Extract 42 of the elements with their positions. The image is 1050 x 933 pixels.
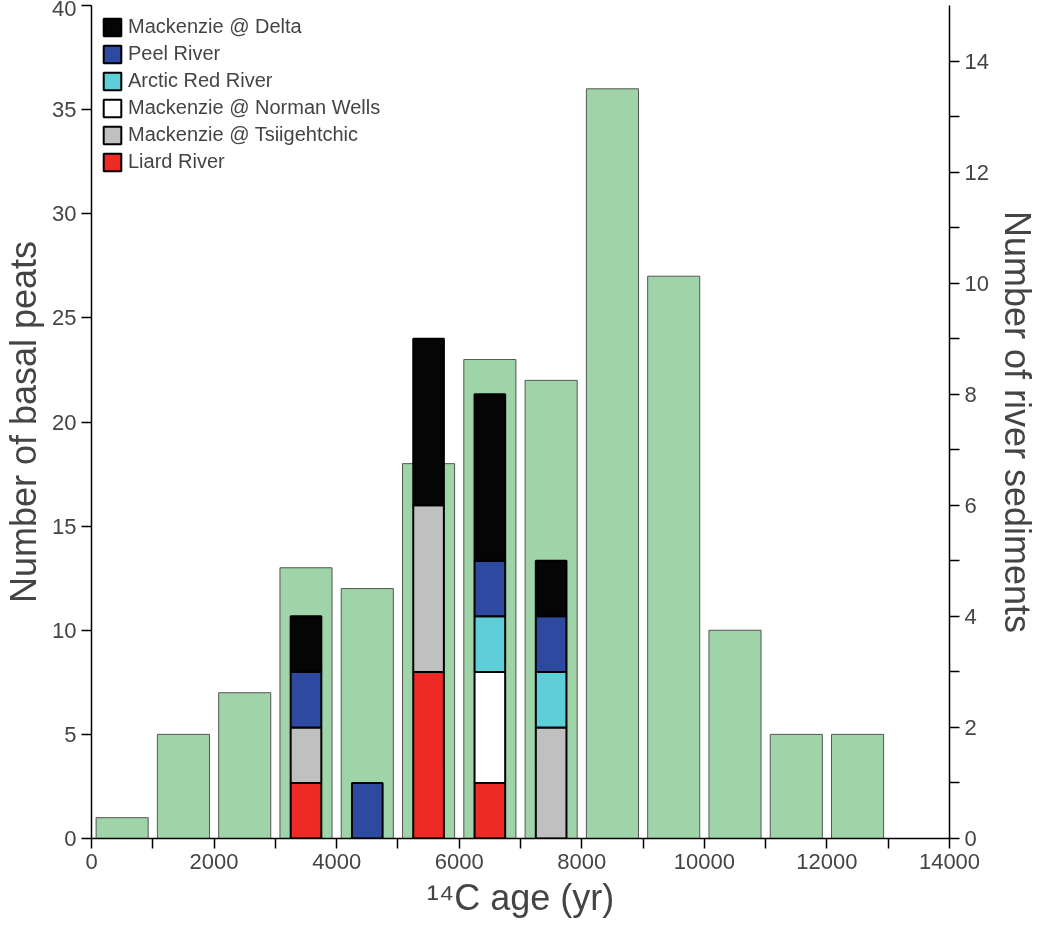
y2-tick-label: 8 [964, 381, 977, 407]
bar [769, 733, 823, 839]
x-tick-label: 12000 [796, 848, 858, 874]
x-tick-label: 6000 [434, 848, 484, 874]
y-tick-label: 25 [52, 305, 77, 331]
y2-tick-label: 2 [964, 714, 977, 740]
bar [585, 88, 639, 839]
y-tick-label: 10 [52, 617, 77, 643]
x-tick-label: 10000 [673, 848, 735, 874]
y2-tick-label: 12 [964, 159, 989, 185]
x-axis-title: ¹⁴C age (yr) [426, 876, 615, 918]
bar [95, 817, 149, 839]
y-tick-label: 35 [52, 97, 77, 123]
legend-label: Mackenzie @ Delta [128, 15, 302, 38]
x-tick-label: 4000 [312, 848, 362, 874]
legend-label: Mackenzie @ Tsiigehtchic [128, 123, 359, 146]
y-tick-label: 30 [52, 201, 77, 227]
x-tick-label: 14000 [918, 848, 981, 874]
y2-axis-title: Number of river sediments [996, 210, 1038, 634]
x-tick-label: 8000 [557, 848, 607, 874]
x-tick-label: 2000 [189, 848, 239, 874]
bar [218, 692, 272, 839]
x-tick-label: 0 [85, 848, 98, 874]
legend-label: Mackenzie @ Norman Wells [128, 96, 381, 119]
y2-tick-label: 4 [964, 603, 977, 629]
legend-label: Arctic Red River [128, 69, 273, 92]
bar [156, 733, 210, 839]
bar [647, 275, 701, 839]
y2-tick-label: 0 [964, 826, 977, 851]
y-tick-label: 40 [52, 0, 77, 21]
y-axis-title: Number of basal peats [3, 240, 45, 604]
y2-tick-label: 10 [964, 270, 989, 296]
y-tick-label: 20 [52, 409, 77, 435]
y2-tick-label: 14 [964, 48, 989, 74]
y2-tick-label: 6 [964, 492, 977, 518]
y-tick-label: 0 [64, 826, 77, 851]
bar [708, 629, 762, 839]
bar [831, 733, 885, 839]
legend-label: Liard River [128, 150, 225, 173]
legend-label: Peel River [128, 42, 221, 65]
y-tick-label: 5 [64, 721, 77, 747]
y-tick-label: 15 [52, 513, 77, 539]
